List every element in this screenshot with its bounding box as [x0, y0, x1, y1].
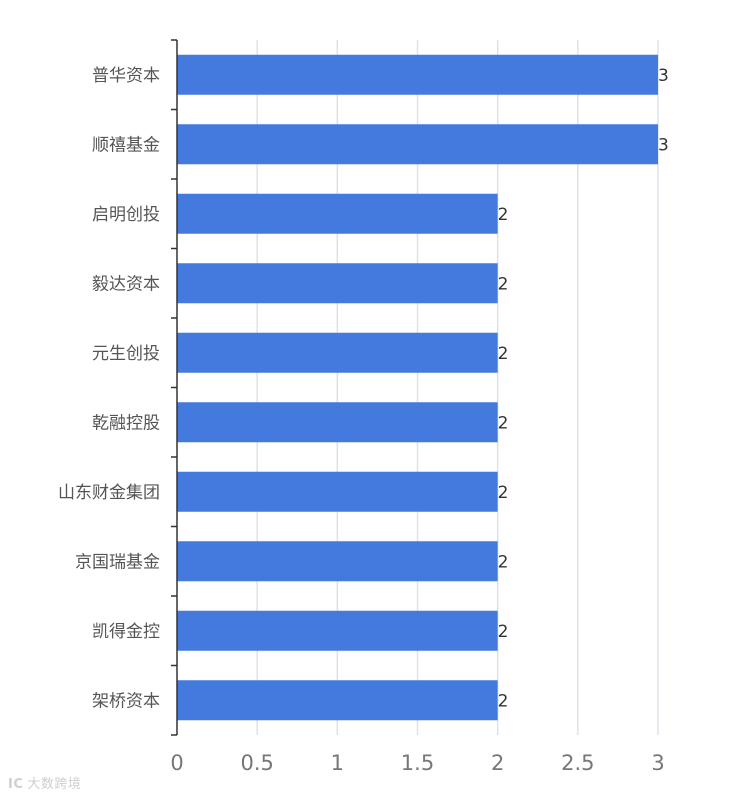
x-tick-label: 1.5 [401, 751, 434, 775]
category-label: 乾融控股 [92, 413, 160, 433]
bar [177, 332, 498, 373]
data-labels: 3 3 2 2 2 2 2 2 2 2 [498, 66, 669, 712]
category-label: 毅达资本 [92, 274, 160, 294]
watermark: IC 大数跨境 [8, 773, 81, 792]
data-label: 3 [658, 66, 669, 86]
category-label: 山东财金集团 [58, 483, 160, 503]
data-label: 2 [498, 483, 509, 503]
data-label: 2 [498, 274, 509, 294]
data-label: 2 [498, 622, 509, 642]
data-label: 2 [498, 552, 509, 572]
data-label: 3 [658, 135, 669, 155]
bar [177, 610, 498, 651]
category-label: 凯得金控 [92, 622, 160, 642]
data-label: 2 [498, 344, 509, 364]
data-label: 2 [498, 413, 509, 433]
bar [177, 193, 498, 234]
bar [177, 680, 498, 721]
category-labels: 普华资本顺禧基金启明创投毅达资本元生创投乾融控股山东财金集团京国瑞基金凯得金控架… [58, 66, 160, 712]
bar [177, 54, 658, 95]
bar [177, 541, 498, 582]
axes [171, 39, 178, 736]
data-label: 2 [498, 205, 509, 225]
x-tick-label: 2 [491, 751, 504, 775]
category-label: 京国瑞基金 [75, 552, 160, 572]
watermark-text: 大数跨境 [27, 777, 82, 792]
watermark-logo: IC [8, 777, 24, 792]
category-label: 架桥资本 [92, 691, 160, 711]
x-tick-label: 2.5 [561, 751, 594, 775]
x-tick-labels: 0 0.5 1 1.5 2 2.5 3 [170, 751, 664, 775]
x-tick-label: 1 [331, 751, 344, 775]
category-label: 启明创投 [92, 205, 160, 225]
bar [177, 402, 498, 443]
x-tick-label: 3 [651, 751, 664, 775]
data-label: 2 [498, 691, 509, 711]
bars [177, 54, 658, 721]
category-label: 顺禧基金 [92, 135, 160, 155]
x-tick-label: 0 [170, 751, 183, 775]
x-tick-label: 0.5 [240, 751, 273, 775]
bar [177, 124, 658, 165]
category-label: 元生创投 [92, 344, 160, 364]
bar [177, 471, 498, 512]
bar [177, 263, 498, 304]
category-label: 普华资本 [92, 66, 160, 86]
